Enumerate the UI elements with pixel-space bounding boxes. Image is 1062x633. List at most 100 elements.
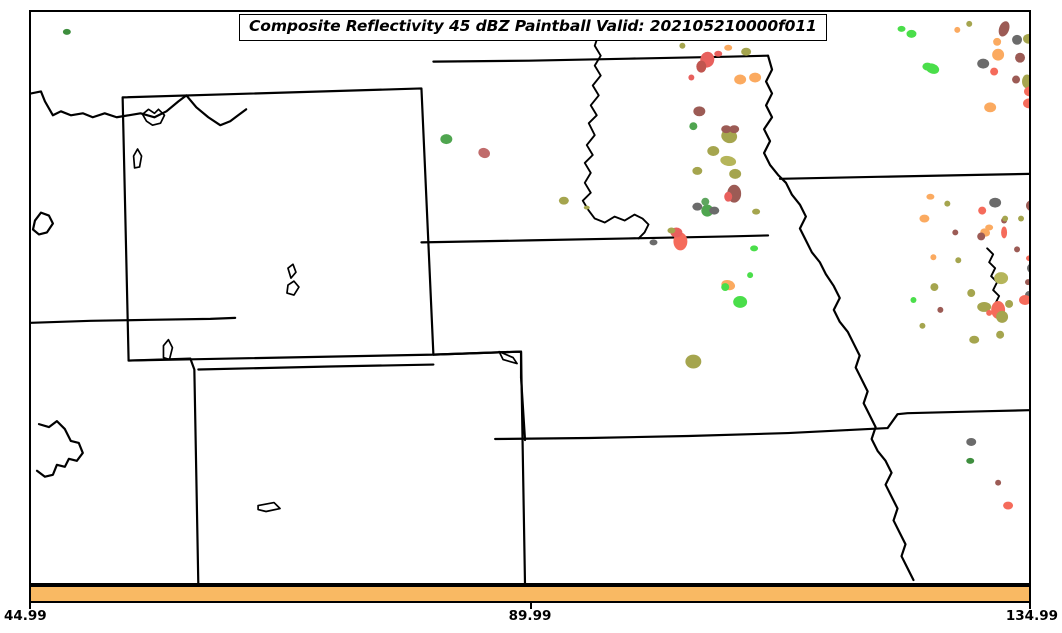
- paintball-blob: [910, 297, 917, 303]
- lake-powell: [35, 420, 84, 478]
- paintball-blob: [952, 229, 959, 236]
- paintball-blob: [989, 197, 1002, 208]
- paintball-blob: [667, 227, 676, 234]
- paintball-blob: [709, 206, 720, 215]
- plot-title: Composite Reflectivity 45 dBZ Paintball …: [249, 17, 817, 35]
- paintball-blob: [977, 232, 986, 241]
- colorbar-tick-max: [1029, 603, 1031, 609]
- paintball-blob: [729, 125, 740, 134]
- colorbar-tick-min: [29, 603, 31, 609]
- paintball-blob: [1018, 215, 1025, 222]
- paintball-blob: [966, 438, 977, 446]
- paintball-blob: [734, 74, 747, 85]
- paintball-blob: [729, 168, 742, 179]
- paintball-blob: [1012, 75, 1021, 84]
- map-panel[interactable]: [29, 10, 1031, 585]
- paintball-blob: [692, 166, 703, 175]
- state-boundaries: [31, 32, 1029, 583]
- paintball-blob: [998, 21, 1010, 37]
- colorbar-segment-right: [530, 587, 1029, 601]
- paintball-blob: [1026, 255, 1029, 262]
- paintball-blob: [1003, 501, 1014, 510]
- paintball-blob: [62, 28, 71, 35]
- paintball-blob: [1027, 264, 1029, 273]
- paintball-blob: [440, 134, 453, 145]
- paintball-blob: [993, 37, 1002, 46]
- paintball-blob: [724, 44, 733, 51]
- border-colorado-nebraska-corner: [432, 350, 523, 379]
- colorbar[interactable]: [29, 585, 1031, 603]
- paintball-blob: [701, 204, 714, 217]
- paintball-blob: [1022, 74, 1029, 89]
- paintball-blob: [1014, 246, 1021, 253]
- paintball-blob: [1023, 98, 1029, 109]
- paintball-blob: [1024, 86, 1029, 97]
- paintball-blob: [906, 29, 917, 38]
- paintball-blob: [1012, 34, 1023, 45]
- paintball-blob: [1019, 295, 1029, 305]
- lake-wyoming-1: [141, 108, 166, 127]
- border-colorado-kansas-line: [519, 376, 527, 442]
- paintball-blob: [977, 58, 990, 69]
- paintball-blob: [995, 479, 1002, 486]
- paintball-blob: [741, 47, 752, 56]
- river-missouri-sd: [581, 32, 650, 240]
- paintball-blob: [955, 257, 962, 264]
- paintball-blob: [688, 74, 695, 81]
- border-iowa-minnesota: [778, 172, 1029, 180]
- paintball-blob: [720, 155, 737, 167]
- paintball-blob: [692, 202, 703, 211]
- paintball-blob: [926, 193, 935, 200]
- paintball-blob: [944, 200, 951, 207]
- paintball-blob: [985, 224, 994, 231]
- plot-title-box: Composite Reflectivity 45 dBZ Paintball …: [239, 14, 827, 41]
- paintball-blob: [724, 191, 733, 202]
- paintball-blob: [649, 239, 658, 246]
- lake-colorado-1: [257, 501, 281, 513]
- paintball-blob: [750, 245, 759, 252]
- border-north-south-dakota: [432, 54, 770, 63]
- border-iowa-missouri: [846, 409, 1029, 432]
- paintball-blob: [930, 254, 937, 261]
- paintball-blob: [1026, 200, 1029, 211]
- colorbar-label-max: 134.99: [1005, 608, 1058, 624]
- colorbar-label-min: 44.99: [4, 608, 47, 624]
- paintball-blob: [1001, 226, 1008, 239]
- paintball-blob: [919, 322, 926, 329]
- paintball-blob: [1023, 33, 1029, 44]
- colorbar-tick-mid: [530, 603, 532, 609]
- paintball-blob: [747, 272, 754, 279]
- paintball-blob: [990, 67, 999, 76]
- lake-wyoming-4: [286, 280, 300, 296]
- colorbar-segment-left: [31, 587, 530, 601]
- border-idaho-utah: [31, 90, 248, 127]
- river-missouri-ne-ia: [762, 54, 915, 582]
- paintball-blob: [967, 289, 976, 298]
- paintball-blob: [978, 206, 987, 215]
- paintball-blob: [919, 214, 930, 223]
- paintball-blob: [1002, 215, 1009, 222]
- paintball-blob: [897, 25, 906, 32]
- map-canvas: [31, 20, 1029, 583]
- paintball-blob: [922, 62, 933, 71]
- paintball-blob: [478, 147, 491, 159]
- paintball-blob: [977, 301, 992, 312]
- paintball-blob: [693, 106, 706, 117]
- border-south-dakota-nebraska: [420, 234, 770, 244]
- paintball-blob: [984, 102, 997, 113]
- paintball-blob: [969, 335, 980, 344]
- great-salt-lake: [31, 211, 55, 236]
- paintball-blob: [685, 354, 702, 369]
- paintball-blob: [1015, 52, 1026, 63]
- paintball-blob: [752, 208, 761, 215]
- paintball-blob: [994, 272, 1009, 285]
- paintball-blob: [707, 146, 720, 156]
- paintball-blob: [689, 122, 698, 131]
- paintball-blob: [558, 196, 569, 205]
- paintball-blob: [937, 306, 944, 313]
- lake-wyoming-5: [162, 338, 174, 361]
- border-colorado: [127, 350, 527, 583]
- paintball-blob: [583, 205, 590, 210]
- paintball-blob: [996, 310, 1009, 323]
